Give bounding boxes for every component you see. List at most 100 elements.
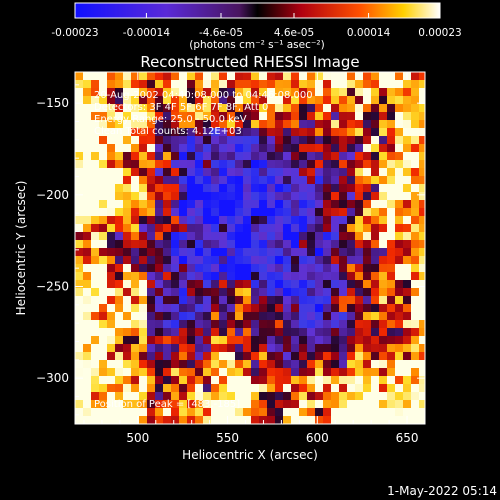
heatmap-cell — [195, 376, 204, 385]
heatmap-cell — [395, 392, 404, 401]
heatmap-cell — [411, 336, 420, 345]
heatmap-cell — [403, 280, 412, 289]
heatmap-cell — [355, 200, 364, 209]
heatmap-cell — [243, 416, 252, 424]
colorbar-frame — [74, 2, 441, 19]
heatmap-cell — [363, 136, 372, 145]
heatmap-cell — [395, 288, 404, 297]
heatmap-cell — [331, 248, 340, 257]
heatmap-cell — [107, 128, 116, 137]
heatmap-cell — [91, 264, 100, 273]
heatmap-cell — [355, 152, 364, 161]
heatmap-cell — [259, 80, 268, 89]
heatmap-cell — [267, 288, 276, 297]
heatmap-cell — [395, 336, 404, 345]
heatmap-cell — [395, 160, 404, 169]
heatmap-cell — [419, 96, 425, 105]
heatmap-cell — [315, 96, 324, 105]
heatmap-cell — [395, 360, 404, 369]
heatmap-cell — [99, 352, 108, 361]
heatmap-cell — [363, 288, 372, 297]
heatmap-cell — [411, 288, 420, 297]
heatmap-cell — [355, 384, 364, 393]
heatmap-cell — [195, 80, 204, 89]
heatmap-cell — [411, 280, 420, 289]
heatmap-cell — [163, 72, 172, 81]
heatmap-cell — [219, 288, 228, 297]
heatmap-cell — [163, 368, 172, 377]
heatmap-cell — [363, 416, 372, 424]
heatmap-cell — [267, 152, 276, 161]
heatmap-cell — [195, 152, 204, 161]
heatmap-cell — [123, 392, 132, 401]
heatmap-cell — [323, 80, 332, 89]
heatmap-cell — [99, 368, 108, 377]
heatmap-cell — [267, 416, 276, 424]
heatmap-cell — [219, 384, 228, 393]
heatmap-cell — [291, 200, 300, 209]
y-tick-label: −300 — [36, 371, 69, 385]
heatmap-cell — [387, 168, 396, 177]
heatmap-cell — [91, 152, 100, 161]
heatmap-cell — [379, 400, 388, 409]
heatmap-cell — [163, 344, 172, 353]
heatmap-cell — [395, 112, 404, 121]
heatmap-cell — [155, 208, 164, 217]
heatmap-cell — [107, 328, 116, 337]
heatmap-cell — [315, 312, 324, 321]
colorbar-unit-label: (photons cm⁻² s⁻¹ asec⁻²) — [189, 39, 324, 51]
heatmap-cell — [227, 248, 236, 257]
heatmap-cell — [315, 136, 324, 145]
heatmap-cell — [83, 160, 92, 169]
heatmap-cell — [315, 296, 324, 305]
heatmap-cell — [179, 80, 188, 89]
heatmap-cell — [75, 232, 84, 241]
heatmap-cell — [123, 208, 132, 217]
heatmap-cell — [211, 304, 220, 313]
heatmap-cell — [171, 120, 180, 129]
heatmap-cell — [99, 168, 108, 177]
heatmap-cell — [363, 352, 372, 361]
heatmap-cell — [307, 288, 316, 297]
heatmap-cell — [131, 392, 140, 401]
heatmap-cell — [291, 144, 300, 153]
heatmap-cell — [99, 392, 108, 401]
heatmap-cell — [91, 336, 100, 345]
heatmap-cell — [187, 336, 196, 345]
heatmap-cell — [99, 96, 108, 105]
heatmap-cell — [75, 280, 84, 289]
heatmap-cell — [107, 280, 116, 289]
heatmap-cell — [99, 376, 108, 385]
heatmap-cell — [163, 216, 172, 225]
heatmap-cell — [91, 240, 100, 249]
heatmap-cell — [403, 272, 412, 281]
heatmap-cell — [347, 104, 356, 113]
heatmap-cell — [307, 416, 316, 424]
heatmap-cell — [219, 96, 228, 105]
heatmap-cell — [315, 376, 324, 385]
heatmap-cell — [75, 200, 84, 209]
heatmap-cell — [227, 296, 236, 305]
heatmap-cell — [83, 96, 92, 105]
heatmap-cell — [379, 328, 388, 337]
heatmap-cell — [323, 192, 332, 201]
heatmap-cell — [403, 168, 412, 177]
heatmap-cell — [187, 392, 196, 401]
heatmap-cell — [171, 256, 180, 265]
heatmap-cell — [115, 320, 124, 329]
heatmap-cell — [99, 328, 108, 337]
heatmap-cell — [387, 128, 396, 137]
heatmap-cell — [187, 120, 196, 129]
heatmap-cell — [355, 328, 364, 337]
heatmap-cell — [331, 400, 340, 409]
heatmap-cell — [83, 80, 92, 89]
heatmap-cell — [243, 184, 252, 193]
heatmap-cell — [395, 384, 404, 393]
heatmap-cell — [347, 408, 356, 417]
heatmap-cell — [115, 416, 124, 424]
heatmap-cell — [275, 128, 284, 137]
heatmap-cell — [203, 256, 212, 265]
heatmap-cell — [371, 336, 380, 345]
heatmap-cell — [131, 280, 140, 289]
heatmap-cell — [187, 216, 196, 225]
